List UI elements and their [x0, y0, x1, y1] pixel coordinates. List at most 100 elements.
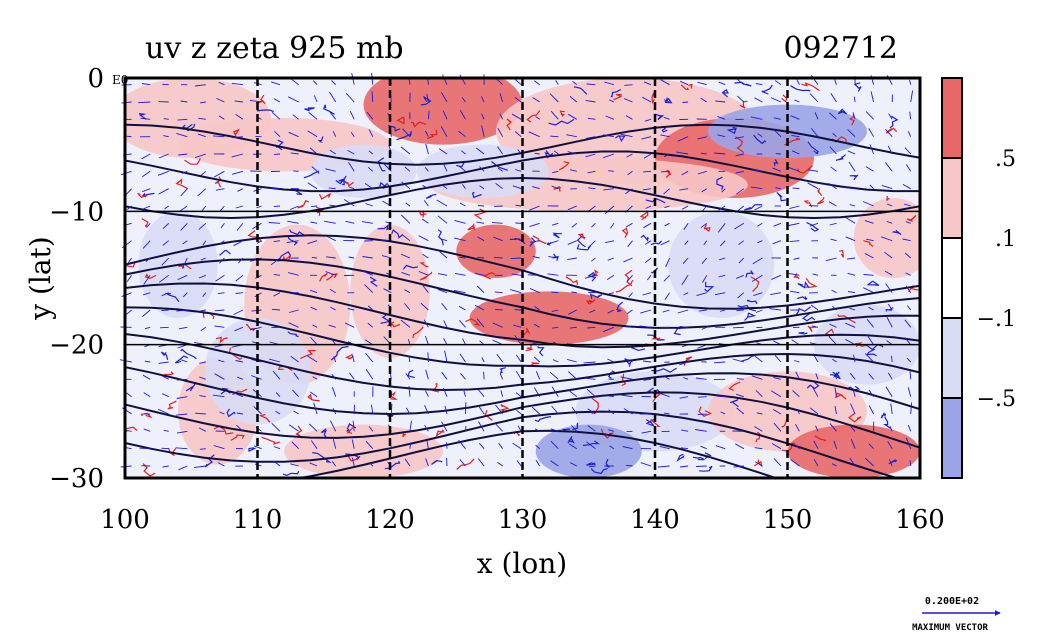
wind-vector — [696, 292, 707, 297]
vorticity-contour — [138, 112, 147, 120]
wind-vector — [647, 275, 652, 281]
wind-vector — [641, 430, 652, 434]
vorticity-contour — [726, 126, 737, 135]
wind-vector — [905, 437, 912, 449]
wind-vector — [734, 222, 745, 230]
wind-vector — [681, 205, 689, 210]
wind-vector — [602, 153, 615, 159]
wind-vector — [567, 389, 578, 398]
wind-vector — [735, 443, 745, 450]
wind-vector — [868, 443, 874, 450]
wind-vector — [904, 319, 912, 328]
vorticity-contour — [745, 270, 754, 278]
wind-vector — [792, 390, 800, 398]
wind-vector — [423, 319, 429, 328]
wind-vector — [681, 170, 689, 176]
wind-vector — [233, 309, 244, 316]
wind-vector — [273, 98, 281, 103]
x-tick-label: 140 — [630, 505, 680, 535]
wind-vector — [794, 443, 800, 450]
wind-vector — [847, 129, 856, 138]
vorticity-contour — [803, 200, 813, 208]
wind-vector — [290, 205, 299, 210]
wind-vector — [425, 458, 429, 467]
wind-vector — [586, 83, 596, 86]
wind-vector — [286, 240, 299, 244]
wind-vector — [216, 97, 225, 103]
wind-vector — [144, 326, 151, 330]
vorticity-contour — [215, 336, 228, 344]
wind-vector — [830, 238, 837, 242]
wind-vector — [570, 462, 578, 467]
y-tick-label: −30 — [49, 464, 104, 494]
wind-vector — [235, 114, 244, 120]
wind-vector — [795, 423, 800, 432]
wind-vector — [608, 409, 615, 415]
wind-vector — [886, 221, 893, 224]
vorticity-contour — [590, 467, 608, 475]
wind-vector — [527, 274, 540, 276]
wind-vector — [642, 96, 652, 103]
wind-vector — [603, 188, 614, 191]
vorticity-contour — [807, 325, 817, 333]
wind-vector — [422, 184, 429, 190]
vorticity-contour — [585, 299, 596, 305]
vorticity-contour — [615, 135, 626, 143]
wind-vector — [213, 135, 225, 138]
wind-vector — [849, 204, 856, 207]
wind-vector — [418, 271, 429, 276]
wind-vector — [404, 289, 411, 294]
vorticity-contour — [431, 459, 443, 465]
wind-vector — [517, 425, 522, 432]
wind-vector — [852, 389, 856, 397]
wind-vector — [178, 153, 188, 156]
wind-vector — [406, 407, 411, 415]
wind-vector — [290, 152, 299, 155]
wind-vector — [736, 95, 745, 103]
wind-vector — [158, 153, 169, 159]
y-axis-ticks: 0 −10 −20 −30 — [49, 64, 104, 494]
wind-vector — [529, 288, 540, 294]
wind-vector — [268, 222, 281, 224]
wind-vector — [755, 83, 763, 86]
wind-vector — [700, 222, 707, 229]
wind-vector — [425, 369, 429, 380]
vorticity-contour — [499, 404, 510, 413]
wind-vector — [605, 240, 615, 244]
wind-vector — [807, 182, 819, 190]
plot-frame — [123, 76, 922, 480]
wind-vector — [793, 257, 800, 260]
wind-vector — [481, 357, 485, 363]
wind-vector — [275, 410, 281, 415]
wind-vector — [864, 353, 874, 363]
wind-vector — [622, 446, 633, 450]
wind-vector — [142, 170, 151, 178]
wind-vector — [676, 151, 689, 155]
vorticity-contour — [258, 413, 271, 423]
wind-vector — [143, 392, 151, 398]
wind-vector — [443, 320, 448, 328]
wind-vector — [326, 236, 336, 242]
wind-vector — [868, 128, 874, 137]
wind-vector — [551, 291, 559, 294]
wind-vector — [791, 150, 800, 155]
wind-vector — [905, 272, 911, 276]
wind-vector — [550, 428, 559, 432]
vorticity-contour — [750, 276, 760, 293]
vorticity-contour — [287, 235, 298, 246]
vorticity-contour — [167, 447, 177, 456]
vorticity-contour — [698, 406, 712, 418]
wind-vector — [288, 322, 299, 328]
wind-vector — [834, 406, 837, 415]
wind-vector — [663, 188, 670, 195]
wind-vector — [828, 201, 837, 207]
x-tick-label: 150 — [763, 505, 813, 535]
vorticity-contour — [744, 312, 757, 321]
vorticity-contour — [391, 229, 404, 239]
wind-vector — [664, 205, 670, 209]
wind-vector — [789, 240, 800, 243]
wind-vector — [627, 240, 633, 248]
wind-vector — [158, 408, 169, 415]
vorticity-contour — [853, 82, 862, 92]
wind-vector — [660, 79, 670, 86]
